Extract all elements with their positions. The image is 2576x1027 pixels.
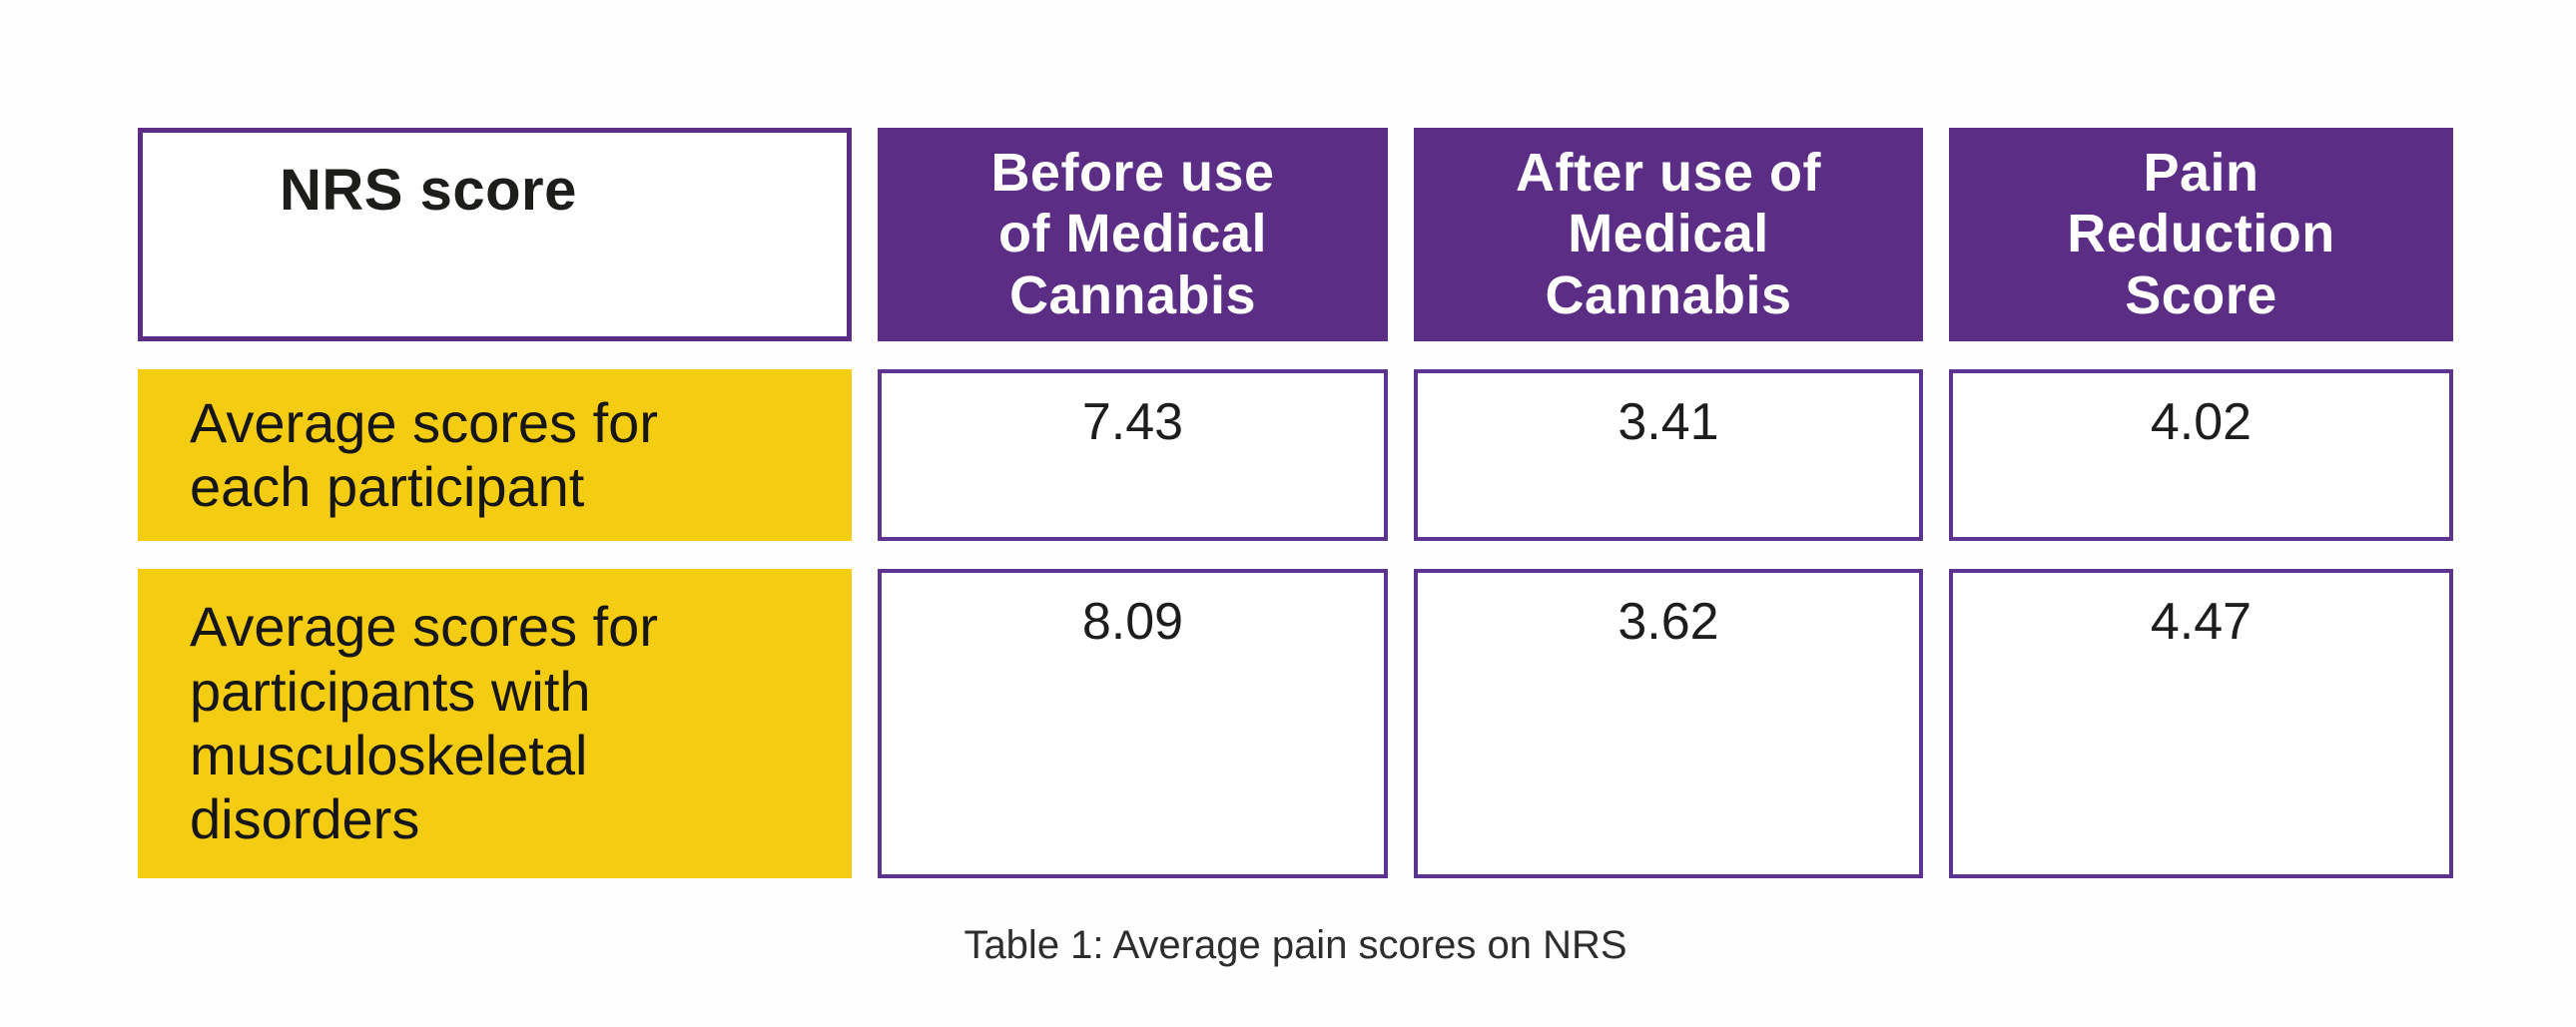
value-cell-row1-pain-reduction: 4.02 — [1949, 369, 2453, 541]
corner-header-cell: NRS score — [138, 128, 852, 341]
row-label-all-participants: Average scores for each participant — [138, 369, 852, 541]
value-cell-row2-pain-reduction: 4.47 — [1949, 569, 2453, 878]
column-header-pain-reduction-label: Pain Reduction Score — [2067, 142, 2335, 325]
column-header-before-use-label: Before use of Medical Cannabis — [990, 142, 1275, 325]
value-row2-pain-reduction: 4.47 — [2150, 593, 2253, 651]
value-row1-after-use: 3.41 — [1617, 393, 1719, 451]
table-caption: Table 1: Average pain scores on NRS — [964, 923, 1627, 967]
value-row2-before-use: 8.09 — [1081, 593, 1184, 651]
value-cell-row2-after-use: 3.62 — [1414, 569, 1923, 878]
pain-scores-table: NRS score Before use of Medical Cannabis… — [138, 128, 2453, 878]
column-header-before-use: Before use of Medical Cannabis — [878, 128, 1388, 341]
value-cell-row2-before-use: 8.09 — [878, 569, 1388, 878]
row-label-musculoskeletal-text: Average scores for participants with mus… — [190, 595, 658, 851]
column-header-after-use: After use of Medical Cannabis — [1414, 128, 1923, 341]
value-cell-row1-before-use: 7.43 — [878, 369, 1388, 541]
value-row2-after-use: 3.62 — [1617, 593, 1719, 651]
row-label-musculoskeletal: Average scores for participants with mus… — [138, 569, 852, 878]
value-row1-before-use: 7.43 — [1081, 393, 1184, 451]
value-row1-pain-reduction: 4.02 — [2150, 393, 2253, 451]
row-label-all-participants-text: Average scores for each participant — [190, 390, 658, 518]
column-header-after-use-label: After use of Medical Cannabis — [1515, 142, 1822, 325]
column-header-pain-reduction: Pain Reduction Score — [1949, 128, 2453, 341]
corner-header-label: NRS score — [280, 158, 577, 223]
value-cell-row1-after-use: 3.41 — [1414, 369, 1923, 541]
